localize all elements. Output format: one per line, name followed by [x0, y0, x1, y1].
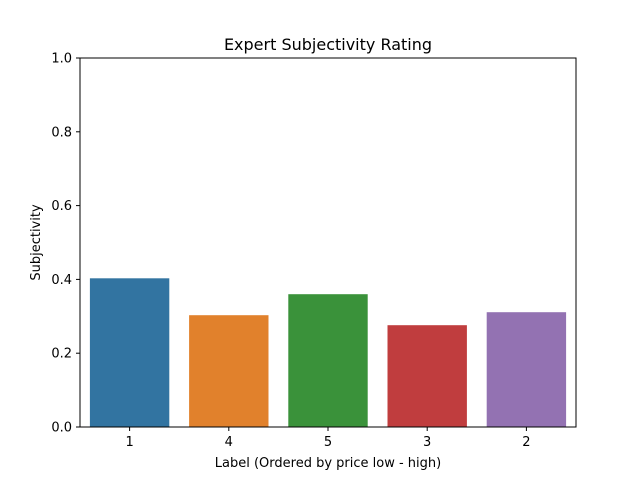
y-tick-label: 0.4	[51, 273, 72, 288]
x-tick-label: 4	[225, 435, 233, 450]
x-tick-label: 1	[125, 435, 133, 450]
y-tick-label: 0.8	[51, 125, 72, 140]
y-tick-label: 0.0	[51, 421, 72, 436]
y-axis-title: Subjectivity	[29, 204, 44, 281]
x-tick-label: 3	[423, 435, 431, 450]
bar-3	[387, 325, 467, 427]
plot-area-frame	[79, 57, 577, 428]
bar-5	[288, 294, 368, 427]
x-tick-label: 2	[522, 435, 530, 450]
y-tick-label: 0.2	[51, 347, 72, 362]
y-axis-ticks: 0.0 0.2 0.4 0.6 0.8 1.0	[51, 52, 80, 436]
x-axis-title: Label (Ordered by price low - high)	[215, 456, 441, 471]
y-tick-label: 0.6	[51, 199, 72, 214]
bar-2	[486, 312, 567, 427]
bar-1	[89, 278, 170, 427]
chart-title: Expert Subjectivity Rating	[224, 35, 432, 54]
y-tick-label: 1.0	[51, 52, 72, 67]
bar-4	[189, 315, 269, 427]
x-tick-label: 5	[324, 435, 332, 450]
bars-group	[89, 278, 567, 427]
x-axis-ticks: 1 4 5 3 2	[125, 427, 531, 450]
